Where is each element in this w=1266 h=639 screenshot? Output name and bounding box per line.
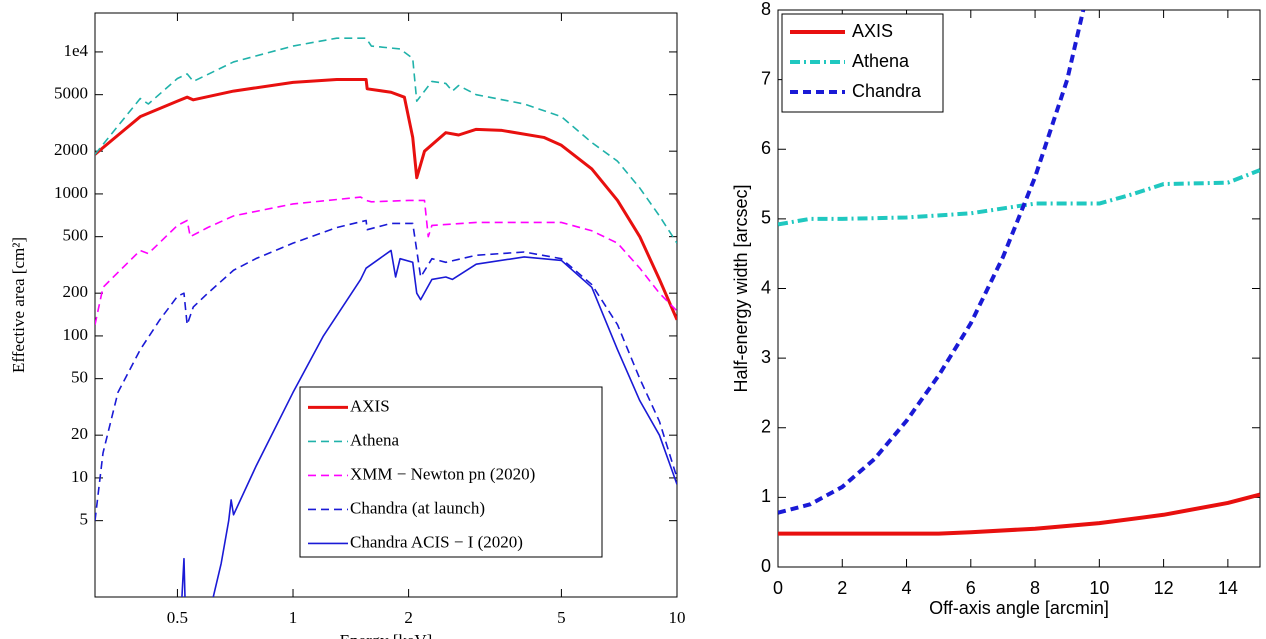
- series-line: [95, 77, 677, 321]
- y-tick-label: 1: [761, 486, 771, 506]
- legend: AXIS Athena Chandra: [781, 13, 944, 113]
- effective-area-chart: 0.5 1 2 5 10 5 10 20 50 100 200 500 1000 2000 5000 1e4 E…: [9, 12, 686, 639]
- y-axis-label: Half-energy width [arcsec]: [731, 184, 751, 392]
- series-line: [181, 249, 677, 597]
- y-tick-label: 3: [761, 347, 771, 367]
- y-tick-label: 100: [63, 325, 89, 344]
- y-tick-label: 5: [80, 510, 89, 529]
- x-tick-label: 1: [289, 608, 298, 627]
- y-tick-label: 200: [63, 282, 89, 301]
- x-tick-label: 2: [404, 608, 413, 627]
- legend: AXIS Athena XMM − Newton pn (2020) Chandra …: [299, 386, 603, 558]
- plot-frame: [94, 12, 678, 598]
- x-tick-label: 14: [1218, 578, 1238, 598]
- y-tick-label: 5000: [54, 84, 88, 103]
- y-tick-label: 10: [71, 467, 88, 486]
- legend-label: Chandra (at launch): [350, 498, 485, 517]
- y-tick-label: 500: [63, 226, 89, 245]
- legend-label: Athena: [350, 430, 400, 449]
- legend-label: Chandra ACIS − I (2020): [350, 532, 523, 551]
- y-tick-label: 50: [71, 368, 88, 387]
- x-tick-label: 0.5: [167, 608, 188, 627]
- y-axis-label: Effective area [cm²]: [9, 237, 28, 373]
- legend-label: Athena: [852, 51, 910, 71]
- x-tick-label: 10: [1089, 578, 1109, 598]
- series-line: [778, 492, 1260, 536]
- x-tick-label: 8: [1030, 578, 1040, 598]
- plot-area: [95, 37, 677, 597]
- x-axis-label: Off-axis angle [arcmin]: [929, 598, 1109, 618]
- y-tick-label: 1000: [54, 183, 88, 202]
- y-tick-label: 8: [761, 0, 771, 19]
- series-line: [95, 37, 677, 244]
- x-tick-label: 6: [966, 578, 976, 598]
- series-line: [95, 196, 677, 325]
- x-tick-label: 12: [1154, 578, 1174, 598]
- y-tick-label: 6: [761, 138, 771, 158]
- series-line: [95, 219, 677, 521]
- legend-label: AXIS: [350, 396, 390, 415]
- x-tick-label: 10: [669, 608, 686, 627]
- y-tick-label: 20: [71, 424, 88, 443]
- x-tick-label: 4: [902, 578, 912, 598]
- y-tick-label: 4: [761, 277, 771, 297]
- y-tick-label: 2: [761, 417, 771, 437]
- series-line: [778, 168, 1260, 227]
- x-tick-label: 0: [773, 578, 783, 598]
- series-line: [778, 10, 1086, 515]
- plot-area: [778, 10, 1260, 536]
- y-tick-label: 2000: [54, 140, 88, 159]
- legend-label: XMM − Newton pn (2020): [350, 464, 535, 483]
- y-tick-label: 5: [761, 208, 771, 228]
- x-tick-label: 2: [837, 578, 847, 598]
- y-tick-label: 7: [761, 68, 771, 88]
- x-axis-label: Energy [keV]: [340, 631, 433, 639]
- legend-label: AXIS: [852, 21, 893, 41]
- y-tick-label: 1e4: [63, 41, 88, 60]
- x-tick-label: 5: [557, 608, 566, 627]
- legend-frame: [299, 386, 603, 558]
- y-tick-label: 0: [761, 556, 771, 576]
- legend-label: Chandra: [852, 81, 922, 101]
